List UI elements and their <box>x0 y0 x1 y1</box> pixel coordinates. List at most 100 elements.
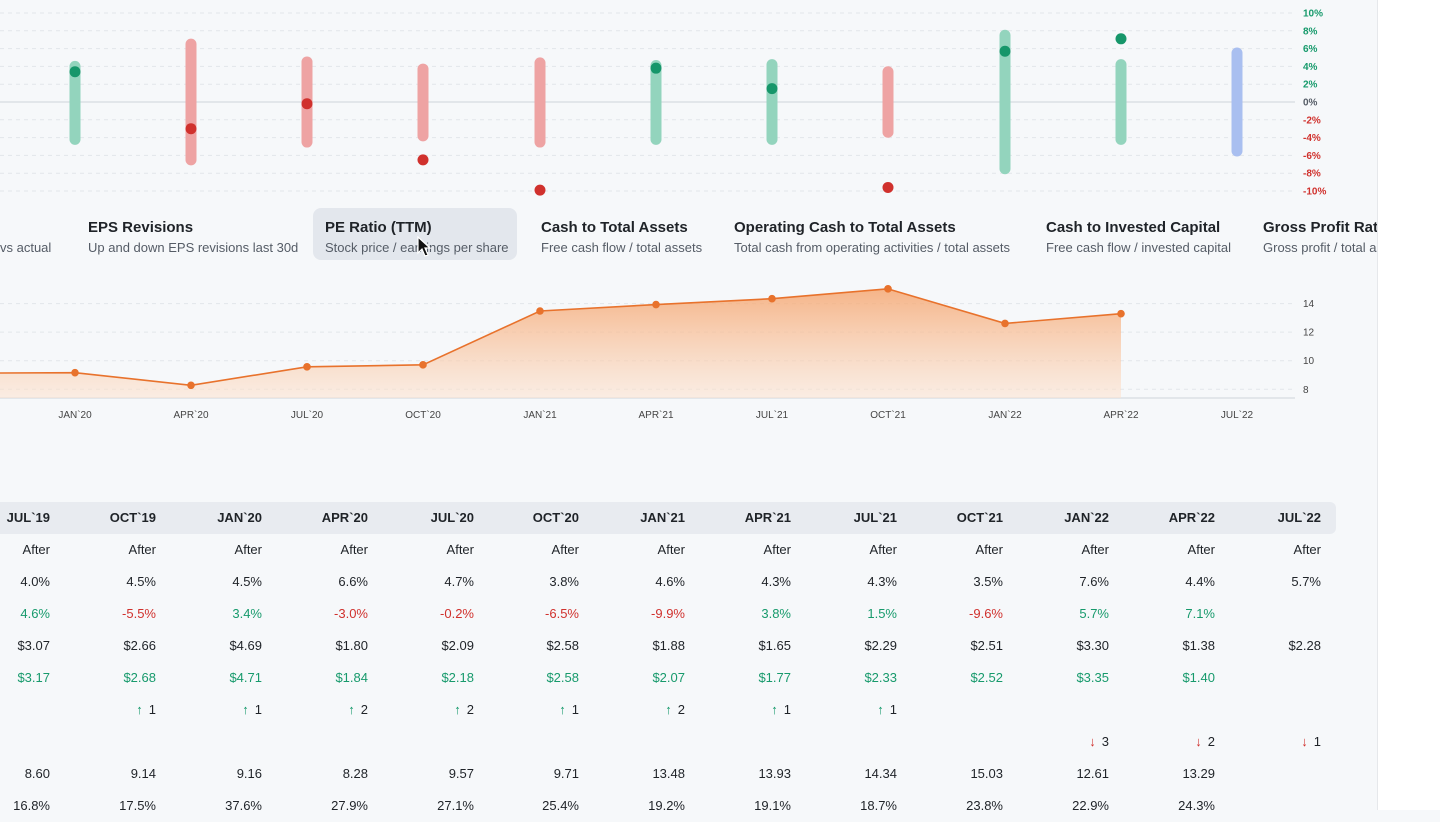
metric-tab-title: EPS Revisions <box>88 219 194 236</box>
column-header[interactable]: JUL`19 <box>6 510 50 525</box>
table-cell: $1.84 <box>335 670 368 685</box>
revision-surprise-dot <box>417 154 429 166</box>
table-cell: 4.7% <box>444 574 474 589</box>
revision-surprise-dot <box>882 181 894 193</box>
table-cell: 3.4% <box>232 606 262 621</box>
table-cell: After <box>340 542 368 557</box>
revision-surprise-dot <box>301 98 313 110</box>
table-cell: 4.6% <box>655 574 685 589</box>
table-cell: -5.5% <box>122 606 156 621</box>
revision-surprise-dot <box>650 62 662 74</box>
revision-y-tick-label: 6% <box>1303 44 1318 55</box>
table-cell: After <box>446 542 474 557</box>
column-header[interactable]: JAN`21 <box>640 510 685 525</box>
table-cell: 4.5% <box>232 574 262 589</box>
table-cell: $3.35 <box>1076 670 1109 685</box>
column-header[interactable]: JUL`21 <box>853 510 897 525</box>
table-cell <box>903 694 1003 726</box>
arrow-down-icon: ↓ <box>1301 734 1308 749</box>
table-cell <box>1221 694 1321 726</box>
table-cell: 25.4% <box>542 798 579 813</box>
pe-data-point <box>303 363 311 371</box>
table-cell <box>585 726 685 758</box>
table-header-background <box>0 502 1336 534</box>
column-header[interactable]: OCT`19 <box>109 510 156 525</box>
column-header[interactable]: JUL`22 <box>1277 510 1321 525</box>
table-cell: $3.07 <box>17 638 50 653</box>
revision-surprise-dot <box>1115 33 1127 45</box>
revision-count: 1 <box>254 702 262 717</box>
table-cell: $2.33 <box>864 670 897 685</box>
revision-y-tick-label: -8% <box>1303 169 1321 180</box>
pe-x-tick-label: JUL`20 <box>291 409 324 421</box>
table-cell: 4.4% <box>1185 574 1215 589</box>
metric-tabs: vs actual EPS Revisions Up and down EPS re… <box>0 206 1377 264</box>
table-cell: -3.0% <box>334 606 368 621</box>
revision-count: 2 <box>466 702 474 717</box>
table-cell: 8.60 <box>24 766 50 781</box>
table-cell: 13.93 <box>758 766 791 781</box>
column-header[interactable]: JAN`20 <box>217 510 262 525</box>
revision-y-tick-label: 8% <box>1303 26 1318 37</box>
column-header[interactable]: JAN`22 <box>1064 510 1109 525</box>
table-cell: ↑ 1 <box>162 694 262 726</box>
revision-surprise-dot <box>766 83 778 95</box>
table-cell <box>1221 758 1321 790</box>
column-header[interactable]: APR`22 <box>1168 510 1215 525</box>
column-header[interactable]: JUL`20 <box>430 510 474 525</box>
table-cell: $2.51 <box>970 638 1003 653</box>
table-cell: 23.8% <box>966 798 1003 813</box>
table-cell: $2.68 <box>123 670 156 685</box>
table-cell: ↑ 2 <box>585 694 685 726</box>
table-cell: ↓ 3 <box>1009 726 1109 758</box>
revision-count: 1 <box>889 702 897 717</box>
revision-y-tick-label: -6% <box>1303 151 1321 162</box>
metric-tab-subtitle: Free cash flow / total assets <box>541 240 703 255</box>
revision-y-tick-label: 2% <box>1303 80 1318 91</box>
eps-revision-chart: 10% 8% 6% 4% 2% 0% -2% -4% -6% -8% -10% <box>0 9 1326 198</box>
pe-data-point <box>419 361 427 369</box>
column-header[interactable]: OCT`21 <box>956 510 1003 525</box>
table-cell: 24.3% <box>1178 798 1215 813</box>
table-cell <box>162 726 262 758</box>
column-header[interactable]: APR`21 <box>744 510 791 525</box>
metric-tab[interactable]: Gross Profit Ratio Gross profit / total a… <box>1251 208 1377 260</box>
table-cell <box>1221 662 1321 694</box>
table-cell: 4.6% <box>20 606 50 621</box>
table-cell <box>903 726 1003 758</box>
table-cell: After <box>763 542 791 557</box>
column-header[interactable]: OCT`20 <box>532 510 579 525</box>
table-cell: 8.28 <box>342 766 368 781</box>
revision-y-tick-label: -2% <box>1303 115 1321 126</box>
mouse-cursor-icon <box>417 236 432 257</box>
pe-data-point <box>884 285 892 293</box>
metric-tab-title: Operating Cash to Total Assets <box>734 219 956 236</box>
table-cell: After <box>869 542 897 557</box>
pe-x-tick-label: APR`21 <box>638 409 673 421</box>
arrow-up-icon: ↑ <box>559 702 566 717</box>
revision-surprise-dot <box>999 45 1011 57</box>
table-cell: $2.07 <box>652 670 685 685</box>
metric-tab[interactable]: PE Ratio (TTM) Stock price / earnings per… <box>313 208 517 260</box>
table-cell <box>1221 790 1321 822</box>
metric-tab-subtitle: vs actual <box>0 240 52 255</box>
table-row: $3.07 $2.66 $4.69 $1.80 $2.09 $2.58 $1.88 $1.65… <box>0 630 1377 662</box>
table-cell: 4.3% <box>867 574 897 589</box>
revision-count: 3 <box>1101 734 1109 749</box>
pe-x-tick-label: OCT`20 <box>405 409 441 421</box>
metric-tab-title: Cash to Invested Capital <box>1046 219 1221 236</box>
metric-tab[interactable]: vs actual <box>0 208 63 260</box>
metric-tab[interactable]: EPS Revisions Up and down EPS revisions l… <box>76 208 310 260</box>
table-cell: 13.29 <box>1182 766 1215 781</box>
pe-x-tick-label: APR`20 <box>173 409 208 421</box>
column-header[interactable]: APR`20 <box>321 510 368 525</box>
table-cell <box>1221 598 1321 630</box>
table-cell: ↑ 1 <box>691 694 791 726</box>
arrow-up-icon: ↑ <box>665 702 672 717</box>
metric-tab-title: Gross Profit Ratio <box>1263 219 1377 236</box>
table-row: ↓ 3 ↓ 2 ↓ 1 <box>0 726 1377 758</box>
metric-tab[interactable]: Operating Cash to Total Assets Total cash… <box>722 208 1022 260</box>
metric-tab[interactable]: Cash to Total Assets Free cash flow / tot… <box>529 208 714 260</box>
metric-tab[interactable]: Cash to Invested Capital Free cash flow /… <box>1034 208 1243 260</box>
table-cell: 3.8% <box>761 606 791 621</box>
